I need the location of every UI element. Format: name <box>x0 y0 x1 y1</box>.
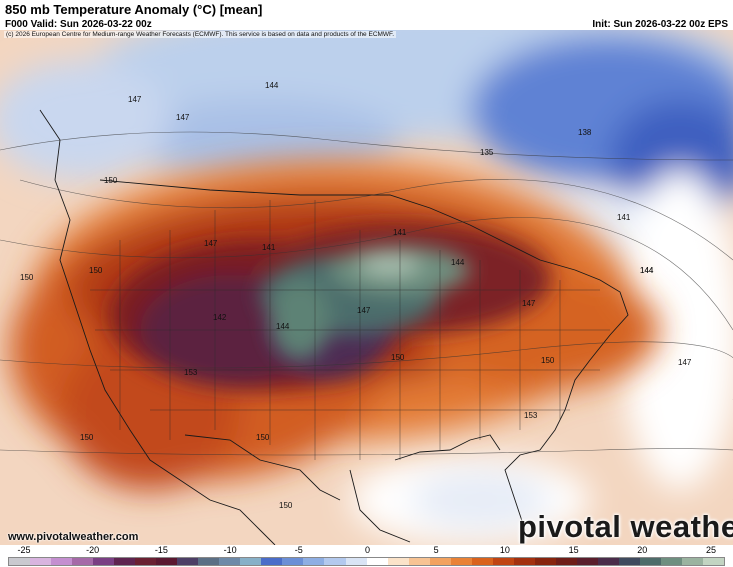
east-coastline <box>504 269 629 531</box>
colorbar-cell <box>240 558 262 565</box>
colorbar-cell <box>450 558 472 565</box>
colorbar-cell <box>429 558 451 565</box>
height-label: 150 <box>541 356 555 365</box>
height-label: 142 <box>213 313 227 322</box>
colorbar-cell <box>703 558 725 565</box>
colorbar-tick-label: -10 <box>223 545 237 555</box>
height-label: 147 <box>678 358 692 367</box>
colorbar-cell <box>597 558 619 565</box>
height-label: 150 <box>391 353 405 362</box>
valid-time: F000 Valid: Sun 2026-03-22 00z <box>5 19 152 30</box>
colorbar-cell <box>135 558 157 565</box>
colorbar-cell <box>156 558 178 565</box>
height-label: 144 <box>451 258 465 267</box>
colorbar-cell <box>219 558 241 565</box>
west-coastline <box>39 109 276 545</box>
page-title: 850 mb Temperature Anomaly (°C) [mean] <box>5 2 263 17</box>
colorbar-tick-label: 0 <box>364 545 371 555</box>
colorbar: -25 -20 -15 -10 -5 0 5 10 15 20 25 <box>0 545 733 567</box>
state-lines <box>90 200 610 460</box>
colorbar-cell <box>534 558 556 565</box>
colorbar-cell <box>303 558 325 565</box>
colorbar-cell <box>408 558 430 565</box>
colorbar-tick-label: 15 <box>568 545 579 555</box>
height-label: 147 <box>522 299 536 308</box>
height-label: 147 <box>128 95 142 104</box>
anomaly-map[interactable]: 147 147 144 138 135 150 141 141 141 147 … <box>0 30 733 545</box>
us-mexico-border <box>184 434 341 501</box>
header: 850 mb Temperature Anomaly (°C) [mean] F… <box>0 0 733 34</box>
colorbar-cell <box>282 558 304 565</box>
ecmwf-credit: (c) 2026 European Centre for Medium-rang… <box>4 31 397 38</box>
colorbar-cell <box>492 558 514 565</box>
height-label: 144 <box>640 266 654 275</box>
colorbar-strip <box>8 557 725 566</box>
height-label: 147 <box>357 306 371 315</box>
colorbar-cell <box>387 558 409 565</box>
colorbar-cell <box>366 558 388 565</box>
colorbar-cell <box>261 558 283 565</box>
colorbar-tick-label: -5 <box>294 545 303 555</box>
height-label: 150 <box>20 273 34 282</box>
colorbar-tick-label: 10 <box>499 545 510 555</box>
colorbar-cell <box>345 558 367 565</box>
colorbar-cell <box>618 558 640 565</box>
height-label: 150 <box>80 433 94 442</box>
height-label: 153 <box>524 411 538 420</box>
height-label: 141 <box>262 243 276 252</box>
pivotal-weather-logo: pivotal weather <box>518 509 733 544</box>
colorbar-cell <box>324 558 346 565</box>
colorbar-cell <box>471 558 493 565</box>
map-canvas: 147 147 144 138 135 150 141 141 141 147 … <box>0 30 733 545</box>
colorbar-tick-label: -25 <box>17 545 31 555</box>
colorbar-cell <box>198 558 220 565</box>
website-link[interactable]: www.pivotalweather.com <box>8 531 139 543</box>
colorbar-cell <box>660 558 682 565</box>
colorbar-cell <box>513 558 535 565</box>
height-label: 147 <box>204 239 218 248</box>
colorbar-cell <box>9 558 31 565</box>
height-label: 150 <box>256 433 270 442</box>
colorbar-cell <box>177 558 199 565</box>
colorbar-cell <box>30 558 52 565</box>
height-contours <box>0 131 733 500</box>
height-label: 135 <box>480 148 494 157</box>
height-label: 144 <box>276 322 290 331</box>
height-label: 153 <box>184 368 198 377</box>
us-canada-border <box>99 179 576 271</box>
height-label: 147 <box>176 113 190 122</box>
colorbar-cell <box>639 558 661 565</box>
geographic-boundaries <box>39 109 629 545</box>
mexico-gulf-coast <box>349 469 411 543</box>
init-time: Init: Sun 2026-03-22 00z EPS <box>592 19 728 30</box>
colorbar-cell <box>682 558 704 565</box>
colorbar-tick-label: 5 <box>433 545 439 555</box>
height-label-layer: 147 147 144 138 135 150 141 141 141 147 … <box>20 81 692 510</box>
colorbar-cell <box>72 558 94 565</box>
gulf-coastline <box>394 434 501 461</box>
colorbar-cell <box>51 558 73 565</box>
colorbar-cell <box>93 558 115 565</box>
colorbar-tick-label: 20 <box>637 545 648 555</box>
colorbar-tick-label: -15 <box>154 545 168 555</box>
colorbar-cell <box>555 558 577 565</box>
colorbar-tick-label: -20 <box>86 545 100 555</box>
height-label: 138 <box>578 128 592 137</box>
colorbar-cell <box>114 558 136 565</box>
height-label: 144 <box>265 81 279 90</box>
colorbar-cell <box>576 558 598 565</box>
height-label: 150 <box>104 176 118 185</box>
height-label: 141 <box>617 213 631 222</box>
height-label: 144 <box>640 266 654 275</box>
colorbar-tick-label: 25 <box>705 545 717 555</box>
colorbar-tick-labels: -25 -20 -15 -10 -5 0 5 10 15 20 25 <box>0 545 733 556</box>
height-label: 141 <box>393 228 407 237</box>
height-label: 150 <box>279 501 293 510</box>
height-label: 150 <box>89 266 103 275</box>
